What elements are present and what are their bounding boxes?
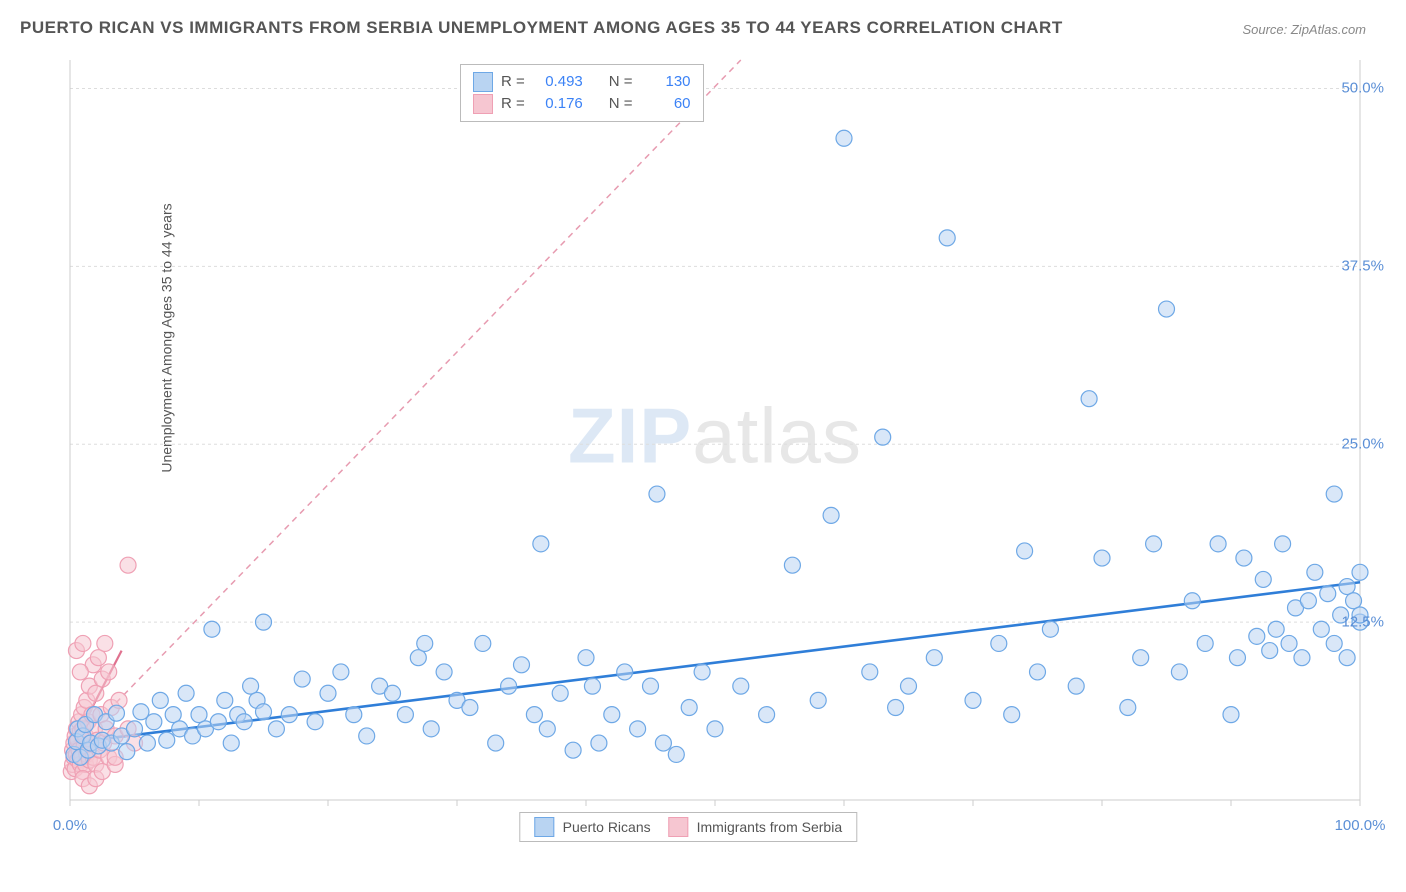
r-label: R = — [501, 93, 525, 115]
chart-container: Unemployment Among Ages 35 to 44 years Z… — [50, 50, 1380, 840]
n-value-pr: 130 — [641, 71, 691, 93]
swatch-serbia — [669, 817, 689, 837]
x-tick-label: 100.0% — [1335, 817, 1386, 834]
swatch-pr — [535, 817, 555, 837]
y-tick-label: 12.5% — [1341, 614, 1384, 631]
x-tick-label: 0.0% — [53, 817, 87, 834]
chart-title: PUERTO RICAN VS IMMIGRANTS FROM SERBIA U… — [20, 18, 1063, 38]
r-value-serbia: 0.176 — [533, 93, 583, 115]
series-label-serbia: Immigrants from Serbia — [697, 819, 842, 835]
swatch-pr — [473, 72, 493, 92]
scatter-plot — [50, 50, 1380, 840]
r-value-pr: 0.493 — [533, 71, 583, 93]
stat-row-pr: R = 0.493 N = 130 — [473, 71, 691, 93]
series-item-pr: Puerto Ricans — [535, 817, 651, 837]
stat-row-serbia: R = 0.176 N = 60 — [473, 93, 691, 115]
n-label: N = — [609, 93, 633, 115]
y-tick-label: 50.0% — [1341, 80, 1384, 97]
correlation-legend: R = 0.493 N = 130 R = 0.176 N = 60 — [460, 64, 704, 122]
swatch-serbia — [473, 94, 493, 114]
n-value-serbia: 60 — [641, 93, 691, 115]
r-label: R = — [501, 71, 525, 93]
y-tick-label: 25.0% — [1341, 436, 1384, 453]
series-item-serbia: Immigrants from Serbia — [669, 817, 842, 837]
series-label-pr: Puerto Ricans — [563, 819, 651, 835]
n-label: N = — [609, 71, 633, 93]
source-attribution: Source: ZipAtlas.com — [1242, 22, 1366, 37]
y-tick-label: 37.5% — [1341, 258, 1384, 275]
series-legend: Puerto Ricans Immigrants from Serbia — [520, 812, 857, 842]
